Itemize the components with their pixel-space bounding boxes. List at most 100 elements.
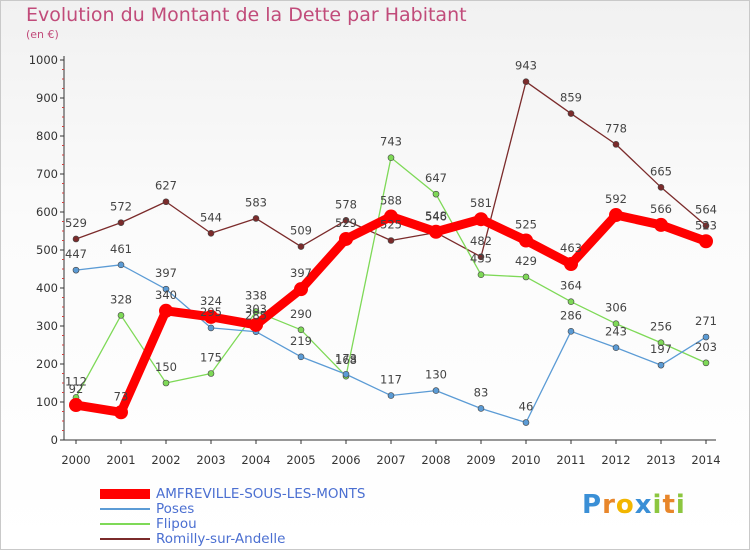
data-point <box>162 379 170 387</box>
data-label: 285 <box>245 309 267 323</box>
y-tick-label: 100 <box>36 395 58 409</box>
data-point <box>207 229 215 237</box>
data-label: 435 <box>470 252 492 266</box>
x-tick-label: 2004 <box>241 453 270 467</box>
data-label: 461 <box>110 242 132 256</box>
data-point <box>657 184 665 191</box>
data-point <box>249 317 263 332</box>
legend-item: Flipou <box>100 516 420 532</box>
data-point <box>72 266 80 274</box>
data-point <box>474 212 488 227</box>
data-label: 197 <box>650 342 672 356</box>
data-point <box>477 271 485 279</box>
data-label: 523 <box>695 218 717 232</box>
data-label: 175 <box>200 351 222 365</box>
data-label: 588 <box>380 194 402 208</box>
data-point <box>657 339 665 347</box>
data-label: 578 <box>335 197 357 211</box>
data-point <box>252 215 260 222</box>
data-point <box>114 405 128 420</box>
x-tick-label: 2008 <box>421 453 450 467</box>
y-tick-label: 1000 <box>29 53 58 67</box>
data-point <box>387 237 395 244</box>
data-label: 546 <box>425 210 447 224</box>
data-point <box>387 154 395 161</box>
data-label: 566 <box>650 202 672 216</box>
x-tick-label: 2000 <box>61 453 90 467</box>
legend-label: Romilly-sur-Andelle <box>156 531 286 547</box>
data-point <box>384 209 398 224</box>
data-label: 173 <box>335 351 357 365</box>
data-point <box>117 261 125 269</box>
data-label: 286 <box>560 308 582 322</box>
x-tick-label: 2007 <box>376 453 405 467</box>
data-label: 92 <box>69 382 84 396</box>
x-tick-label: 2005 <box>286 453 315 467</box>
data-label: 397 <box>290 266 312 280</box>
y-tick-label: 400 <box>36 281 58 295</box>
y-tick-label: 600 <box>36 205 58 219</box>
data-label: 83 <box>474 385 489 399</box>
data-point <box>564 257 578 272</box>
data-point <box>207 324 215 332</box>
data-label: 482 <box>470 234 492 248</box>
data-label: 338 <box>245 289 267 303</box>
data-point <box>702 333 710 341</box>
data-label: 778 <box>605 121 627 135</box>
data-point <box>207 370 215 377</box>
y-tick-label: 800 <box>36 129 58 143</box>
data-label: 243 <box>605 325 627 339</box>
data-label: 592 <box>605 192 627 206</box>
data-point <box>477 253 485 261</box>
data-point <box>519 233 533 248</box>
data-point <box>612 320 620 328</box>
data-label: 943 <box>515 59 537 73</box>
data-label: 73 <box>114 389 129 403</box>
x-tick-label: 2013 <box>646 453 675 467</box>
data-point <box>159 303 173 318</box>
x-tick-label: 2009 <box>466 453 495 467</box>
data-point <box>162 198 170 206</box>
data-label: 529 <box>65 216 87 230</box>
data-label: 665 <box>650 164 672 178</box>
data-point <box>69 398 83 413</box>
data-point <box>339 231 353 246</box>
y-tick-label: 500 <box>36 243 58 257</box>
data-label: 150 <box>155 360 177 374</box>
legend-label: AMFREVILLE-SOUS-LES-MONTS <box>156 486 366 502</box>
data-point <box>252 308 260 315</box>
x-tick-label: 2014 <box>691 453 720 467</box>
data-label: 743 <box>380 135 402 149</box>
data-label: 525 <box>515 218 537 232</box>
data-label: 525 <box>380 218 402 232</box>
data-label: 581 <box>470 196 492 210</box>
data-point <box>432 190 440 198</box>
data-point <box>162 285 170 293</box>
x-tick-label: 2006 <box>331 453 360 467</box>
data-label: 583 <box>245 195 267 209</box>
data-point <box>657 361 665 369</box>
legend-label: Poses <box>156 501 195 517</box>
data-point <box>612 344 620 351</box>
data-label: 627 <box>155 179 177 193</box>
legend-swatch <box>100 538 150 540</box>
chart-subtitle: (en €) <box>26 28 59 41</box>
data-point <box>432 387 440 394</box>
data-label: 328 <box>110 292 132 306</box>
x-tick-label: 2010 <box>511 453 540 467</box>
data-point <box>297 243 305 250</box>
data-label: 203 <box>695 340 717 354</box>
data-label: 397 <box>155 266 177 280</box>
y-tick-label: 0 <box>51 433 58 447</box>
data-label: 46 <box>519 400 534 414</box>
y-tick-label: 200 <box>36 357 58 371</box>
data-point <box>429 224 443 239</box>
data-point <box>294 282 308 297</box>
data-point <box>117 219 125 226</box>
data-label: 447 <box>65 247 87 261</box>
data-label: 564 <box>695 203 717 217</box>
data-label: 647 <box>425 171 447 185</box>
data-label: 859 <box>560 91 582 105</box>
data-point <box>342 217 350 224</box>
